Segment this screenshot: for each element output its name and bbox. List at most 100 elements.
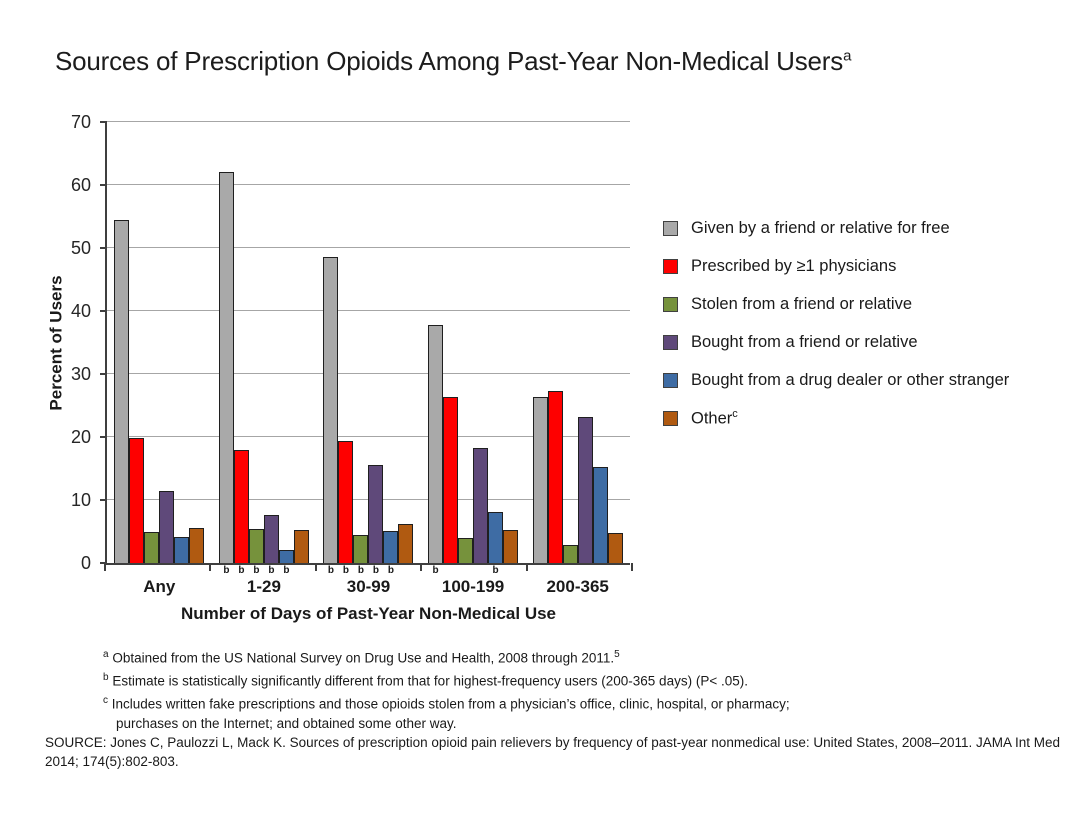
marker-Any-series-5 (174, 565, 189, 577)
marker-30-99-series-4: b (372, 565, 380, 576)
bar-Any-series-1 (114, 219, 130, 563)
bar-Any-series-5 (174, 536, 190, 563)
bar-group-200-365 (525, 122, 630, 563)
bar-group-100-199 (421, 122, 526, 563)
bar-100-199-series-1 (428, 324, 444, 563)
y-tick-label-40: 40 (70, 301, 91, 322)
bar-200-365-series-4 (577, 416, 593, 563)
gridline-50 (107, 247, 630, 248)
x-tick-5 (631, 563, 633, 571)
legend-item-2: Prescribed by ≥1 physicians (663, 255, 1009, 278)
bar-30-99-series-4 (368, 464, 384, 563)
bar-1-29-series-1 (218, 172, 234, 563)
bar-30-99-series-5 (383, 530, 399, 563)
y-tick-label-10: 10 (70, 490, 91, 511)
footnote-marker-b: b (103, 672, 109, 683)
marker-Any-series-6 (189, 565, 204, 577)
footnote-a: a Obtained from the US National Survey o… (103, 649, 620, 666)
marker-30-99-series-1: b (327, 565, 335, 576)
footnotes: a Obtained from the US National Survey o… (103, 645, 803, 734)
legend-swatch-icon-1 (663, 221, 678, 236)
bar-200-365-series-6 (607, 532, 623, 563)
legend-item-5: Bought from a drug dealer or other stran… (663, 369, 1009, 392)
y-tick-mark-70 (100, 121, 107, 123)
marker-Any-series-2 (129, 565, 144, 577)
bar-Any-series-2 (129, 438, 145, 563)
bar-group-Any (107, 122, 212, 563)
marker-1-29-series-2: b (238, 565, 245, 576)
bar-200-365-series-2 (547, 391, 563, 563)
legend-label-3: Stolen from a friend or relative (691, 295, 913, 313)
bar-100-199-series-3 (458, 538, 474, 563)
marker-30-99-series-6 (398, 565, 413, 577)
gridline-40 (107, 310, 630, 311)
bar-100-199-series-6 (503, 530, 519, 563)
marker-1-29-series-3: b (253, 565, 260, 576)
bar-30-99-series-2 (338, 440, 354, 563)
legend-item-1: Given by a friend or relative for free (663, 217, 1009, 240)
gridline-30 (107, 373, 630, 374)
category-label-1-29: 1-29 (246, 577, 281, 596)
bar-Any-series-3 (144, 532, 160, 563)
legend-label-superscript: c (732, 408, 738, 421)
source-citation: SOURCE: Jones C, Paulozzi L, Mack K. Sou… (45, 735, 1061, 769)
x-axis-title: Number of Days of Past-Year Non-Medical … (180, 604, 557, 623)
y-tick-mark-20 (100, 436, 107, 439)
bar-30-99-series-6 (398, 523, 414, 563)
marker-group-Any (107, 565, 212, 577)
y-tick-label-60: 60 (70, 175, 91, 195)
marker-100-199-series-6 (503, 565, 518, 577)
bar-30-99-series-1 (323, 257, 339, 563)
y-tick-mark-30 (100, 373, 107, 375)
bar-group-1-29 (212, 122, 317, 563)
legend-label-1: Given by a friend or relative for free (691, 219, 950, 237)
bar-1-29-series-5 (278, 550, 294, 563)
x-tick-4 (525, 563, 528, 571)
gridline-20 (107, 436, 630, 437)
y-tick-label-0: 0 (80, 553, 91, 573)
bar-groups (107, 122, 630, 563)
legend-label-5: Bought from a drug dealer or other stran… (691, 371, 1010, 389)
page-title-text: Sources of Prescription Opioids Among Pa… (55, 46, 844, 76)
x-tick-3 (420, 563, 423, 571)
marker-group-200-365 (525, 565, 630, 577)
legend-label-6: Otherc (691, 408, 738, 428)
plot-area (105, 121, 630, 565)
legend-item-3: Stolen from a friend or relative (663, 293, 1009, 316)
legend-label-2: Prescribed by ≥1 physicians (691, 257, 897, 275)
marker-100-199-series-3 (458, 565, 473, 577)
y-tick-mark-10 (100, 499, 107, 502)
marker-200-365-series-4 (578, 565, 593, 577)
marker-200-365-series-3 (563, 565, 578, 577)
x-tick-0 (104, 563, 106, 571)
marker-Any-series-4 (159, 565, 174, 577)
bar-1-29-series-3 (248, 528, 264, 563)
marker-200-365-series-5 (593, 565, 608, 577)
bar-1-29-series-2 (233, 450, 249, 563)
marker-200-365-series-1 (533, 565, 548, 577)
marker-30-99-series-3: b (357, 565, 365, 576)
marker-Any-series-1 (114, 565, 129, 577)
page-title-superscript: a (843, 47, 852, 65)
legend-item-6: Otherc (663, 407, 1009, 430)
bar-200-365-series-5 (592, 467, 608, 563)
marker-100-199-series-4 (473, 565, 488, 577)
footnote-b: b Estimate is statistically significantl… (103, 672, 748, 689)
category-label-200-365: 200-365 (546, 577, 609, 596)
y-tick-label-20: 20 (70, 427, 91, 448)
page-title: Sources of Prescription Opioids Among Pa… (55, 46, 851, 77)
marker-100-199-series-2 (443, 565, 458, 577)
legend-swatch-icon-3 (663, 297, 678, 312)
x-axis-ticks (104, 563, 633, 572)
y-tick-mark-40 (100, 310, 107, 313)
y-tick-label-30: 30 (70, 364, 91, 384)
y-tick-mark-0 (100, 562, 107, 564)
x-tick-1 (209, 563, 212, 571)
footnote-marker-c: c (103, 695, 108, 706)
footnote-tail-superscript: 5 (614, 649, 620, 660)
marker-100-199-series-1: b (432, 565, 439, 576)
category-label-Any: Any (143, 577, 176, 596)
